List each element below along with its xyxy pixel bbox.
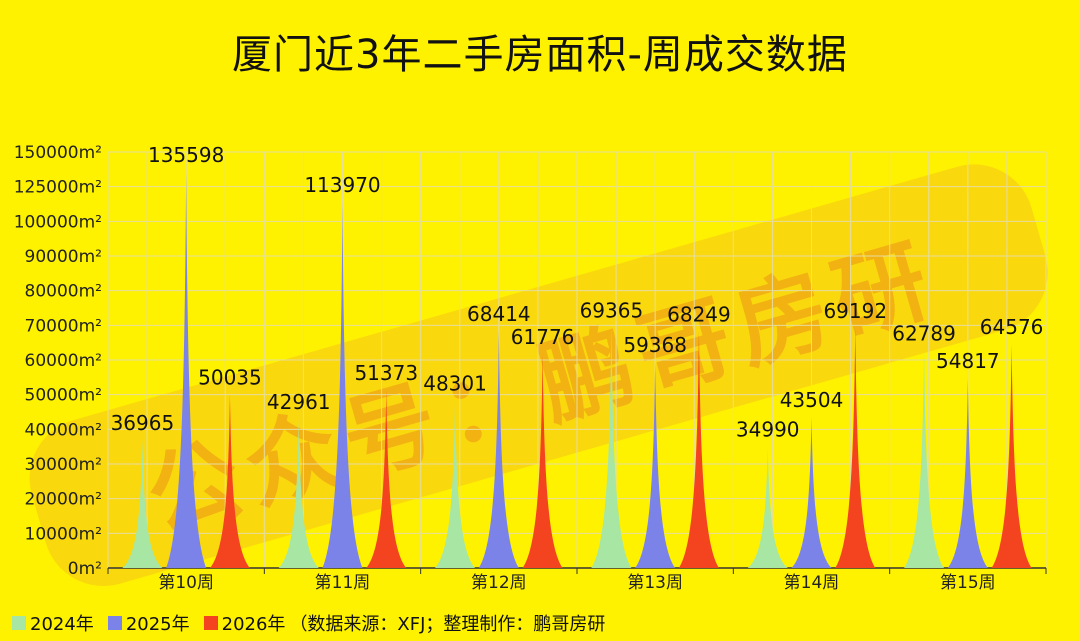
area-peak-2026年 (522, 353, 563, 568)
y-tick-label: 150000m² (14, 143, 102, 163)
legend-swatch-2025 (107, 616, 122, 630)
legend-note: （数据来源：XFJ；整理制作：鹏哥房研 (289, 614, 606, 635)
y-tick-label: 30000m² (25, 455, 102, 475)
y-tick-label: 20000m² (25, 490, 102, 510)
area-peak-2024年 (747, 446, 788, 568)
data-label: 34990 (736, 418, 800, 442)
legend-swatch-2024 (12, 616, 26, 630)
y-tick-label: 10000m² (25, 524, 102, 544)
data-label: 59368 (623, 333, 687, 357)
legend: 2024年 2025年 2026年 （数据来源：XFJ；整理制作：鹏哥房研 (12, 610, 605, 636)
legend-label-2025: 2025年 (125, 614, 190, 635)
chart-title: 厦门近3年二手房面积-周成交数据 (232, 32, 848, 78)
data-label: 68414 (467, 302, 531, 326)
area-peak-2026年 (835, 328, 876, 568)
data-label: 135598 (148, 143, 224, 167)
x-tick-label: 第14周 (784, 573, 840, 593)
x-tick-label: 第11周 (315, 573, 371, 593)
area-peak-2024年 (122, 439, 163, 568)
data-label: 36965 (111, 411, 175, 435)
legend-swatch-2026 (203, 616, 218, 630)
data-label: 113970 (304, 173, 380, 197)
legend-label-2026: 2026年 (221, 614, 286, 635)
y-tick-label: 60000m² (25, 351, 102, 371)
data-label: 62789 (892, 321, 956, 345)
data-label: 64576 (980, 315, 1044, 339)
data-label: 51373 (354, 361, 418, 385)
data-label: 68249 (667, 302, 731, 326)
data-label: 61776 (511, 325, 575, 349)
y-tick-label: 40000m² (25, 420, 102, 440)
area-peak-2026年 (209, 394, 250, 568)
area-peak-2026年 (991, 344, 1032, 568)
area-peak-2025年 (791, 417, 832, 568)
legend-label-2024: 2024年 (30, 614, 94, 635)
y-tick-label: 50000m² (25, 386, 102, 406)
y-tick-label: 70000m² (25, 316, 102, 336)
area-peak-2025年 (322, 201, 363, 568)
x-tick-label: 第10周 (158, 573, 214, 593)
y-tick-label: 125000m² (14, 178, 102, 198)
data-label: 69365 (580, 299, 644, 323)
area-peak-2024年 (278, 419, 319, 568)
data-label: 43504 (780, 388, 844, 412)
y-tick-label: 0m² (68, 559, 102, 579)
area-peak-2024年 (435, 400, 476, 568)
y-tick-label: 90000m² (25, 247, 102, 267)
data-label: 42961 (267, 390, 331, 414)
x-tick-label: 第15周 (940, 573, 996, 593)
area-peak-2026年 (678, 331, 719, 568)
area-peak-2024年 (591, 327, 632, 568)
area-peak-2025年 (635, 362, 676, 568)
area-peak-2025年 (947, 377, 988, 568)
area-peak-2025年 (166, 171, 207, 569)
data-label: 48301 (423, 372, 487, 396)
data-label: 69192 (823, 299, 887, 323)
data-label: 54817 (936, 349, 1000, 373)
x-tick-label: 第13周 (627, 573, 683, 593)
area-peak-2025年 (478, 330, 519, 568)
y-tick-label: 100000m² (14, 212, 102, 232)
y-tick-label: 80000m² (25, 282, 102, 302)
area-peak-2026年 (366, 389, 407, 568)
area-peak-2024年 (904, 350, 945, 568)
x-tick-label: 第12周 (471, 573, 527, 593)
data-label: 50035 (198, 366, 262, 390)
